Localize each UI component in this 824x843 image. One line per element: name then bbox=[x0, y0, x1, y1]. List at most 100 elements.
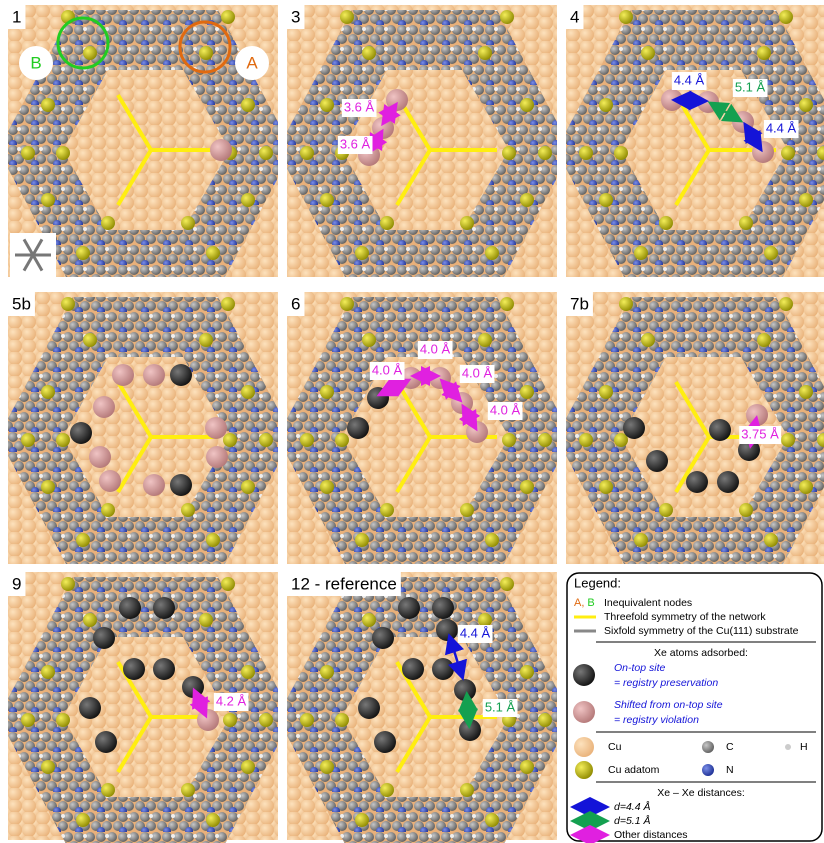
legend-text: = registry violation bbox=[614, 714, 699, 726]
cu-adatom bbox=[241, 98, 255, 112]
cu-adatom bbox=[764, 533, 778, 547]
distance-label: 3.6 Å bbox=[344, 99, 375, 114]
xe-shifted bbox=[372, 117, 394, 139]
panel-label: 1 bbox=[12, 7, 21, 26]
distance-label-bg bbox=[739, 426, 782, 444]
cu-adatom bbox=[599, 385, 613, 399]
cu-adatom bbox=[21, 713, 35, 727]
xe-shifted bbox=[93, 396, 115, 418]
xe-on-top bbox=[79, 697, 101, 719]
distance-arrow bbox=[671, 90, 709, 111]
legend-text: H bbox=[800, 741, 808, 753]
cu-adatom bbox=[579, 433, 593, 447]
xe-shifted bbox=[386, 89, 408, 111]
panel-label: 5b bbox=[12, 294, 31, 313]
distance-label-bg bbox=[213, 693, 249, 711]
threefold-axis bbox=[116, 435, 153, 494]
cu-adatom bbox=[221, 577, 235, 591]
distance-label-bg bbox=[417, 341, 453, 359]
distance-arrow bbox=[189, 687, 211, 719]
threefold-axis bbox=[116, 93, 153, 152]
cu-adatom bbox=[659, 503, 673, 517]
distance-label: 4.0 Å bbox=[490, 402, 521, 417]
distance-arrow bbox=[439, 378, 463, 403]
cu-adatom bbox=[460, 783, 474, 797]
cu-adatom bbox=[520, 665, 534, 679]
legend-text: d=4.4 Å bbox=[614, 800, 651, 813]
cu-adatom bbox=[300, 713, 314, 727]
cu-adatom bbox=[817, 433, 824, 447]
cu-adatom bbox=[799, 385, 813, 399]
cu-adatom bbox=[335, 713, 349, 727]
xe-on-top bbox=[95, 731, 117, 753]
distance-arrow bbox=[707, 101, 744, 123]
cu-adatom bbox=[61, 297, 75, 311]
cu-adatom bbox=[641, 333, 655, 347]
xe-shifted bbox=[210, 139, 232, 161]
cu-adatom bbox=[478, 46, 492, 60]
xe-on-top bbox=[358, 697, 380, 719]
legend-text: Cu adatom bbox=[608, 764, 660, 776]
cu-adatom bbox=[485, 246, 499, 260]
xe-shifted bbox=[205, 417, 227, 439]
cu-adatom bbox=[460, 216, 474, 230]
legend-text: On-top site bbox=[614, 662, 666, 674]
legend-text: Xe atoms adsorbed: bbox=[654, 647, 748, 659]
cu-adatom bbox=[599, 193, 613, 207]
xe-on-top bbox=[347, 417, 369, 439]
cu-adatom bbox=[320, 760, 334, 774]
threefold-axis bbox=[395, 148, 432, 207]
threefold-axis bbox=[395, 435, 432, 494]
xe-shifted bbox=[143, 474, 165, 496]
distance-arrow bbox=[364, 128, 388, 155]
legend-node-a: A, bbox=[574, 597, 584, 609]
cu-adatom bbox=[76, 813, 90, 827]
legend-text: = registry preservation bbox=[614, 677, 718, 689]
xe-on-top bbox=[646, 450, 668, 472]
cu-adatom bbox=[320, 193, 334, 207]
distance-label: 5.1 Å bbox=[485, 699, 516, 714]
distance-label: 4.2 Å bbox=[216, 693, 247, 708]
panel-label-bg bbox=[8, 292, 35, 316]
cu-adatom bbox=[259, 713, 273, 727]
cu-adatom bbox=[538, 433, 552, 447]
threefold-axis bbox=[116, 148, 153, 207]
xe-on-top bbox=[93, 627, 115, 649]
cu-adatom bbox=[223, 433, 237, 447]
cu-adatom bbox=[241, 760, 255, 774]
legend-text: Threefold symmetry of the network bbox=[604, 611, 766, 623]
cu-adatom bbox=[206, 533, 220, 547]
panel-label-bg bbox=[287, 572, 401, 596]
distance-label: 5.1 Å bbox=[735, 79, 766, 94]
distance-label-bg bbox=[459, 365, 495, 383]
cu-adatom bbox=[355, 813, 369, 827]
xe-on-top bbox=[170, 364, 192, 386]
xe-on-top bbox=[686, 471, 708, 493]
legend-frame bbox=[566, 572, 823, 842]
legend-h bbox=[785, 744, 791, 750]
threefold-axis bbox=[674, 148, 711, 207]
panel-label: 12 - reference bbox=[291, 574, 397, 593]
cu-adatom bbox=[206, 246, 220, 260]
xe-shifted bbox=[466, 421, 488, 443]
distance-arrow bbox=[378, 101, 401, 127]
distance-label: 4.0 Å bbox=[420, 341, 451, 356]
cu-adatom bbox=[76, 246, 90, 260]
cu-adatom bbox=[320, 385, 334, 399]
node-b-ring bbox=[56, 16, 110, 70]
cu-adatom bbox=[355, 533, 369, 547]
cu-adatom bbox=[41, 385, 55, 399]
cu-adatom bbox=[21, 146, 35, 160]
panel: 6 4.0 Å 4.0 Å 4.0 Å 4.0 Å bbox=[287, 292, 557, 564]
xe-on-top bbox=[709, 419, 731, 441]
cu-adatom bbox=[599, 98, 613, 112]
panel: 9 4.2 Å bbox=[8, 572, 278, 843]
cu-adatom bbox=[538, 146, 552, 160]
legend-text: d=5.1 Å bbox=[614, 814, 651, 827]
legend-node-b: B bbox=[587, 597, 594, 609]
panel-label: 7b bbox=[570, 294, 589, 313]
panel-label-bg bbox=[287, 292, 305, 316]
xe-on-top bbox=[170, 474, 192, 496]
distance-arrow bbox=[457, 691, 479, 729]
cu-adatom bbox=[362, 333, 376, 347]
